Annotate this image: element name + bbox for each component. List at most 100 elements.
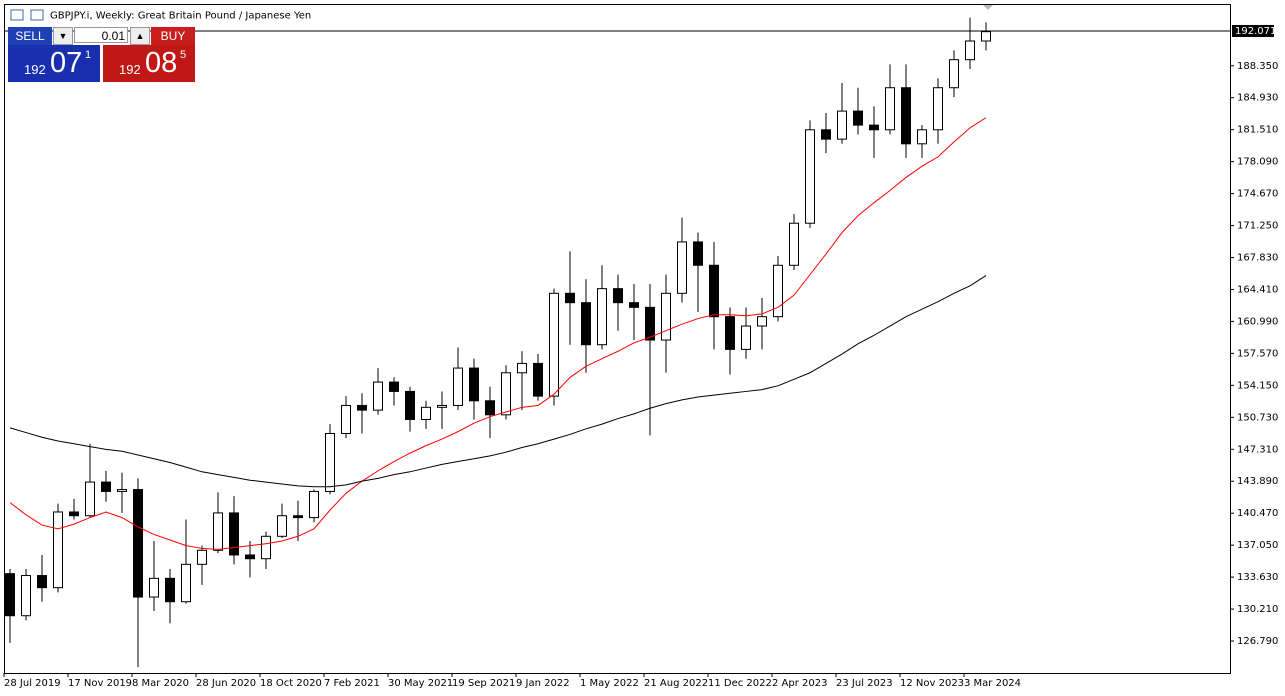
candle-body: [453, 367, 463, 406]
candle-body: [325, 432, 335, 492]
candle-body: [421, 406, 431, 420]
lot-up[interactable]: ▲: [130, 27, 150, 45]
candle-body: [965, 40, 975, 61]
candle-body: [885, 87, 895, 131]
shift-marker: [983, 5, 993, 10]
y-tick-label: 178.090: [1237, 157, 1278, 168]
candle-body: [693, 241, 703, 266]
candle-body: [565, 292, 575, 304]
x-tick-label: 28 Jun 2020: [196, 678, 256, 689]
candle-body: [213, 512, 223, 551]
candle-body: [485, 400, 495, 416]
y-tick-label: 147.310: [1237, 444, 1278, 455]
y-tick-label: 181.510: [1237, 125, 1278, 136]
candle-body: [21, 575, 31, 617]
y-tick-label: 133.630: [1237, 572, 1278, 583]
candle-body: [597, 288, 607, 346]
x-tick-label: 17 Nov 2019: [68, 678, 132, 689]
y-tick-label: 150.730: [1237, 412, 1278, 423]
ask-point: 5: [180, 49, 187, 61]
candle-body: [37, 575, 47, 589]
buy-button[interactable]: BUY: [151, 27, 195, 45]
candle-body: [709, 264, 719, 318]
y-tick-label: 188.350: [1237, 61, 1278, 72]
candle-body: [789, 222, 799, 266]
candle-body: [309, 490, 319, 519]
candle-body: [101, 481, 111, 492]
y-tick-label: 184.930: [1237, 93, 1278, 104]
x-tick-label: 19 Sep 2021: [452, 678, 515, 689]
last-price-box: [1232, 24, 1274, 37]
plot-frame: [4, 4, 1231, 674]
sell-button[interactable]: SELL: [8, 27, 52, 45]
x-tick-label: 12 Nov 2023: [900, 678, 964, 689]
bid-quote[interactable]: 192 07 1: [8, 45, 100, 82]
ask-quote[interactable]: 192 08 5: [103, 45, 195, 82]
y-tick-label: 137.050: [1237, 540, 1278, 551]
y-tick-label: 164.410: [1237, 284, 1278, 295]
candle-body: [805, 129, 815, 224]
candle-body: [581, 302, 591, 346]
candle-body: [981, 31, 991, 42]
candle-body: [949, 59, 959, 89]
y-tick-label: 167.830: [1237, 253, 1278, 264]
y-tick-label: 171.250: [1237, 221, 1278, 232]
y-tick-label: 130.210: [1237, 604, 1278, 615]
candle-body: [837, 110, 847, 140]
x-tick-label: 9 Jan 2022: [516, 678, 570, 689]
x-tick-label: 3 Mar 2024: [964, 678, 1021, 689]
y-tick-label: 160.990: [1237, 316, 1278, 327]
candle-body: [85, 481, 95, 517]
candle-body: [181, 563, 191, 603]
candle-body: [629, 302, 639, 308]
x-tick-label: 11 Dec 2022: [708, 678, 772, 689]
x-tick-label: 18 Oct 2020: [260, 678, 322, 689]
icon: [10, 9, 24, 21]
candle-body: [245, 554, 255, 560]
candle-body: [517, 362, 527, 374]
lot-down[interactable]: ▼: [53, 27, 73, 45]
moving-average: [9, 275, 987, 488]
candle-body: [917, 129, 927, 145]
x-tick-label: 2 Apr 2023: [772, 678, 827, 689]
icon: [30, 9, 44, 21]
lot-input[interactable]: 0.01: [74, 27, 128, 43]
candle-body: [757, 316, 767, 327]
candle-body: [933, 87, 943, 131]
candle-body: [53, 511, 63, 589]
candle-body: [373, 381, 383, 411]
candle-body: [501, 372, 511, 416]
candle-body: [293, 515, 303, 519]
candle-body: [741, 325, 751, 350]
candle-body: [341, 404, 351, 434]
moving-average: [9, 117, 987, 550]
candle-body: [469, 367, 479, 402]
candle-body: [117, 489, 127, 492]
candle-body: [277, 515, 287, 537]
candle-body: [389, 381, 399, 392]
candle-body: [773, 264, 783, 318]
candle-body: [725, 316, 735, 350]
bid-point: 1: [85, 49, 92, 61]
candle-body: [869, 124, 879, 131]
candle-body: [69, 511, 79, 517]
candle-body: [261, 535, 271, 560]
candle-body: [357, 404, 367, 411]
chart-title: GBPJPY.i, Weekly: Great Britain Pound / …: [50, 11, 311, 22]
candle-body: [133, 489, 143, 598]
ask-pips: 08: [145, 47, 178, 79]
candle-body: [677, 241, 687, 294]
candle-body: [197, 549, 207, 565]
candle-body: [149, 577, 159, 598]
candle-body: [405, 390, 415, 420]
candle-body: [821, 129, 831, 140]
bid-pips: 07: [50, 47, 83, 79]
candle-body: [613, 288, 623, 304]
x-tick-label: 30 May 2021: [388, 678, 453, 689]
x-tick-label: 1 May 2022: [580, 678, 639, 689]
x-tick-label: 7 Feb 2021: [324, 678, 380, 689]
candle-body: [549, 292, 559, 397]
ask-big: 192: [119, 62, 141, 77]
